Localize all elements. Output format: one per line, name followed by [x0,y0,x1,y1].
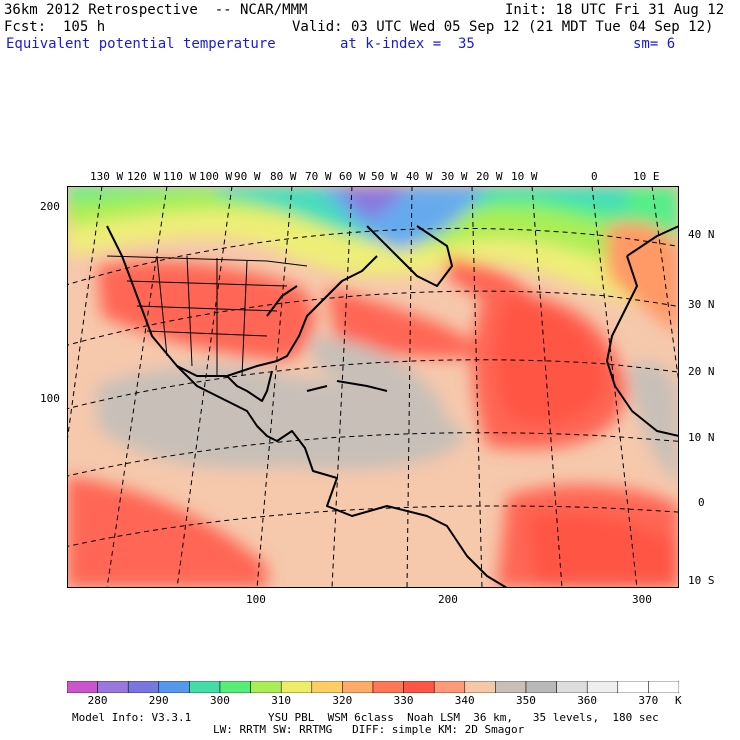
colorbar-label: 310 [271,694,292,707]
colorbar-swatch [403,681,435,693]
colorbar-swatch [464,681,496,693]
colorbar-unit: K [675,694,682,707]
borders [106,255,308,377]
colorbar-swatch [556,681,588,693]
physics-line-2: LW: RRTM SW: RRTMG DIFF: simple KM: 2D S… [213,723,525,736]
longitude-label: 120 W [127,170,161,183]
colorbar [67,681,679,693]
x-grid-label-200: 200 [438,593,458,606]
longitude-label: 60 W [339,170,366,183]
header-valid-time: Valid: 03 UTC Wed 05 Sep 12 (21 MDT Tue … [292,19,714,35]
colorbar-label: 300 [210,694,230,707]
graticule [67,186,679,588]
latitude-label: 0 [698,496,705,509]
colorbar-label: 330 [393,694,414,707]
colorbar-label: 360 [577,694,598,707]
y-grid-label-200: 200 [40,200,60,213]
x-grid-label-300: 300 [632,593,652,606]
colorbar-swatch [250,681,282,693]
colorbar-swatch [67,681,98,693]
colorbar-swatch [648,681,679,693]
longitude-label: 130 W [90,170,124,183]
colorbar-swatch [495,681,527,693]
colorbar-swatch [158,681,190,693]
header-init-time: Init: 18 UTC Fri 31 Aug 12 [505,2,725,18]
colorbar-swatch [127,681,160,693]
longitude-label: 50 W [371,170,398,183]
header-field-name: Equivalent potential temperature [6,36,276,52]
colorbar-swatch [586,681,619,693]
colorbar-label: 340 [454,694,475,707]
longitude-label: 20 W [476,170,503,183]
colorbar-swatch [97,681,129,693]
colorbar-label: 290 [148,694,169,707]
longitude-label: 0 [591,170,598,183]
header-run-title: 36km 2012 Retrospective -- NCAR/MMM [4,2,308,18]
longitude-label: 90 W [234,170,261,183]
colorbar-swatch [433,681,466,693]
theta-e-map [67,186,679,588]
colorbar-swatch [617,681,649,693]
longitude-label: 30 W [441,170,468,183]
colorbar-label: 320 [332,694,353,707]
header-smoothing: sm= 6 [633,36,676,52]
colorbar-label: 350 [516,694,536,707]
latitude-label: 10 N [688,431,715,444]
latitude-label: 20 N [688,365,715,378]
latitude-label: 40 N [688,228,715,241]
longitude-label: 100 W [199,170,233,183]
longitude-label: 110 W [163,170,197,183]
colorbar-label: 370 [638,694,659,707]
model-info: Model Info: V3.3.1 [72,711,192,724]
physics-line-1: YSU PBL WSM 6class Noah LSM 36 km, 35 le… [268,711,659,724]
y-grid-label-100: 100 [40,392,60,405]
latitude-label: 10 S [688,574,715,587]
longitude-label: 70 W [305,170,332,183]
colorbar-swatch [372,681,404,693]
field-shading [67,186,679,588]
longitude-label: 80 W [270,170,297,183]
longitude-label: 40 W [406,170,433,183]
colorbar-swatch [189,681,221,693]
colorbar-swatch [219,681,251,693]
colorbar-swatch [525,681,557,693]
colorbar-label: 280 [87,694,108,707]
coastlines [106,225,679,588]
longitude-label: 10 W [511,170,538,183]
latitude-label: 30 N [688,298,715,311]
colorbar-swatch [311,681,343,693]
colorbar-swatch [342,681,374,693]
x-grid-label-100: 100 [246,593,266,606]
header-level: at k-index = 35 [340,36,475,52]
colorbar-swatch [280,681,313,693]
header-forecast-hour: Fcst: 105 h [4,19,106,35]
longitude-label: 10 E [633,170,660,183]
